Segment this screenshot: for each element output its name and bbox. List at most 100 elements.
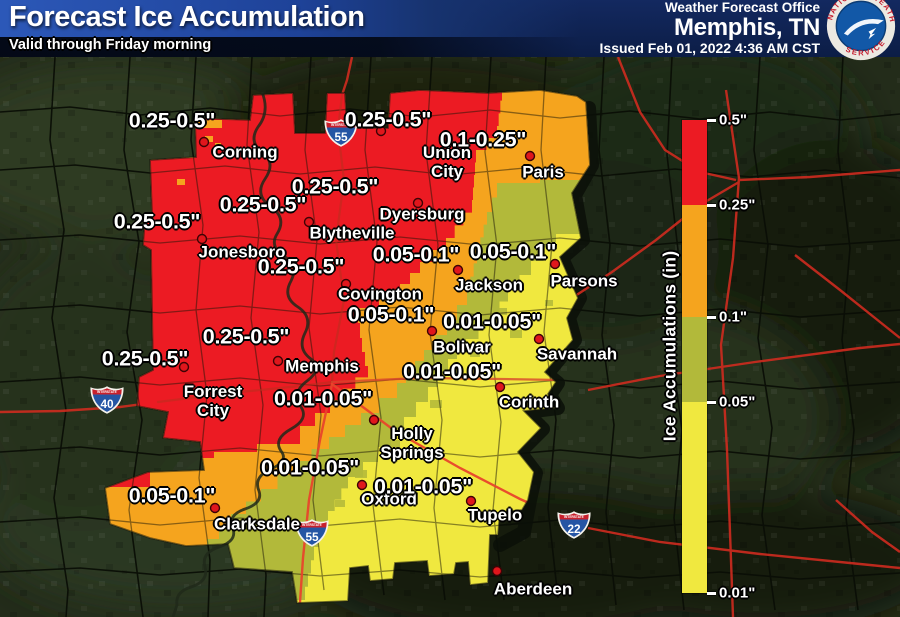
accumulation-label: 0.01-0.05" bbox=[273, 386, 373, 411]
interstate-55-shield-icon: INTERSTATE 55 bbox=[295, 519, 329, 548]
city-dot bbox=[368, 414, 380, 426]
city-dot bbox=[178, 361, 190, 373]
forecast-area-outline bbox=[104, 89, 591, 604]
city-dot bbox=[198, 136, 210, 148]
city-label-holly-springs: Holly Springs bbox=[380, 424, 443, 462]
mississippi-river bbox=[171, 91, 318, 617]
shield-banner: INTERSTATE bbox=[331, 123, 351, 127]
city-dot bbox=[340, 278, 352, 290]
city-label-line: Aberdeen bbox=[493, 579, 573, 599]
tennessee-river bbox=[493, 101, 599, 552]
city-dot bbox=[209, 502, 221, 514]
city-dot bbox=[494, 381, 506, 393]
interstate-22-shield-icon: INTERSTATE 22 bbox=[557, 511, 591, 540]
legend-tick-label: 0.05" bbox=[719, 393, 756, 411]
accumulation-label: 0.25-0.5" bbox=[257, 254, 345, 279]
city-label-covington: Covington bbox=[338, 285, 422, 304]
shield-banner: INTERSTATE bbox=[97, 390, 117, 394]
legend-color-bar bbox=[682, 120, 707, 593]
city-label-bolivar: Bolivar bbox=[433, 338, 491, 357]
accumulation-label: 0.05-0.1" bbox=[372, 242, 460, 267]
legend-segment bbox=[682, 205, 707, 317]
city-label-aberdeen: Aberdeen bbox=[494, 580, 572, 599]
city-label-union-city: Union City bbox=[423, 143, 471, 181]
office-city: Memphis, TN bbox=[673, 14, 820, 41]
olive-pockets bbox=[335, 300, 553, 507]
accumulation-label: 0.25-0.5" bbox=[101, 346, 189, 371]
accumulation-label: 0.25-0.5" bbox=[128, 108, 216, 133]
shield-route-number: 22 bbox=[567, 522, 581, 536]
city-label-line: Blytheville bbox=[309, 223, 395, 243]
city-label-corinth: Corinth bbox=[499, 393, 559, 412]
subtitle-bar bbox=[0, 37, 900, 57]
city-label-memphis: Memphis bbox=[285, 357, 359, 376]
city-label-oxford: Oxford bbox=[361, 490, 417, 509]
city-label-line: Bolivar bbox=[433, 337, 491, 357]
accumulation-label: 0.05-0.1" bbox=[347, 302, 435, 327]
city-dot bbox=[524, 150, 536, 162]
city-label-line: Memphis bbox=[285, 356, 359, 376]
header: Forecast Ice Accumulation Valid through … bbox=[0, 0, 900, 57]
city-dot bbox=[465, 495, 477, 507]
issued-timestamp: Issued Feb 01, 2022 4:36 AM CST bbox=[599, 40, 820, 56]
city-label-dyersburg: Dyersburg bbox=[379, 205, 464, 224]
shield-banner: INTERSTATE bbox=[564, 515, 584, 519]
accumulation-label: 0.25-0.5" bbox=[219, 192, 307, 217]
accumulation-label: 0.25-0.5" bbox=[291, 174, 379, 199]
accumulation-label: 0.1-0.25" bbox=[439, 127, 527, 152]
accumulation-label: 0.01-0.05" bbox=[402, 359, 502, 384]
city-label-parsons: Parsons bbox=[550, 272, 617, 291]
shield-route-number: 55 bbox=[305, 530, 319, 544]
accumulation-label: 0.05-0.1" bbox=[469, 239, 557, 264]
legend-tick-label: 0.1" bbox=[719, 308, 747, 326]
city-label-tupelo: Tupelo bbox=[468, 506, 522, 525]
interstate-40-shield-icon: INTERSTATE 40 bbox=[90, 386, 124, 415]
accumulation-label: 0.01-0.05" bbox=[260, 455, 360, 480]
accumulation-label: 0.25-0.5" bbox=[113, 209, 201, 234]
city-dot bbox=[491, 565, 503, 577]
accumulation-label: 0.01-0.05" bbox=[442, 309, 542, 334]
legend-segment bbox=[682, 120, 707, 205]
legend-tick-label: 0.25" bbox=[719, 196, 756, 214]
city-label-line: City bbox=[430, 162, 464, 181]
city-label-line: Paris bbox=[522, 162, 564, 182]
legend-segment bbox=[682, 402, 707, 593]
legend-tick-label: 0.5" bbox=[719, 111, 747, 129]
accumulation-label: 0.01-0.05" bbox=[373, 474, 473, 499]
city-label-line: City bbox=[196, 401, 230, 420]
city-label-line: Forrest bbox=[183, 382, 243, 401]
legend-tick-mark bbox=[707, 316, 716, 319]
nws-logo-icon: NATIONAL WEATHER SERVICE bbox=[825, 0, 897, 62]
city-dots bbox=[178, 125, 561, 577]
city-label-paris: Paris bbox=[522, 163, 564, 182]
city-label-line: Oxford bbox=[361, 489, 417, 509]
city-dot bbox=[303, 216, 315, 228]
city-dot bbox=[549, 258, 561, 270]
city-label-line: Covington bbox=[337, 284, 423, 304]
page-title: Forecast Ice Accumulation bbox=[9, 1, 365, 33]
city-label-line: Springs bbox=[380, 443, 444, 462]
city-label-line: Clarksdale bbox=[214, 514, 300, 534]
city-label-forrest-city: Forrest City bbox=[184, 382, 243, 420]
accumulation-label: 0.25-0.5" bbox=[344, 107, 432, 132]
accumulation-label: 0.05-0.1" bbox=[128, 483, 216, 508]
city-dot bbox=[356, 479, 368, 491]
legend-axis-label: Ice Accumulations (in) bbox=[659, 250, 680, 442]
city-dot bbox=[272, 355, 284, 367]
city-label-line: Parsons bbox=[550, 271, 618, 291]
city-dot bbox=[426, 325, 438, 337]
title-bar bbox=[0, 0, 900, 37]
city-label-line: Holly bbox=[391, 424, 433, 443]
city-label-line: Savannah bbox=[536, 344, 618, 364]
office-name: Weather Forecast Office bbox=[664, 0, 820, 15]
city-label-line: Jackson bbox=[454, 275, 524, 295]
legend-tick-mark bbox=[707, 401, 716, 404]
legend-tick-label: 0.01" bbox=[719, 584, 756, 602]
city-label-jonesboro: Jonesboro bbox=[199, 243, 286, 262]
legend-tick-mark bbox=[707, 592, 716, 595]
city-label-blytheville: Blytheville bbox=[309, 224, 394, 243]
legend-tick-mark bbox=[707, 119, 716, 122]
city-label-line: Tupelo bbox=[467, 505, 523, 525]
page-subtitle: Valid through Friday morning bbox=[9, 37, 212, 53]
